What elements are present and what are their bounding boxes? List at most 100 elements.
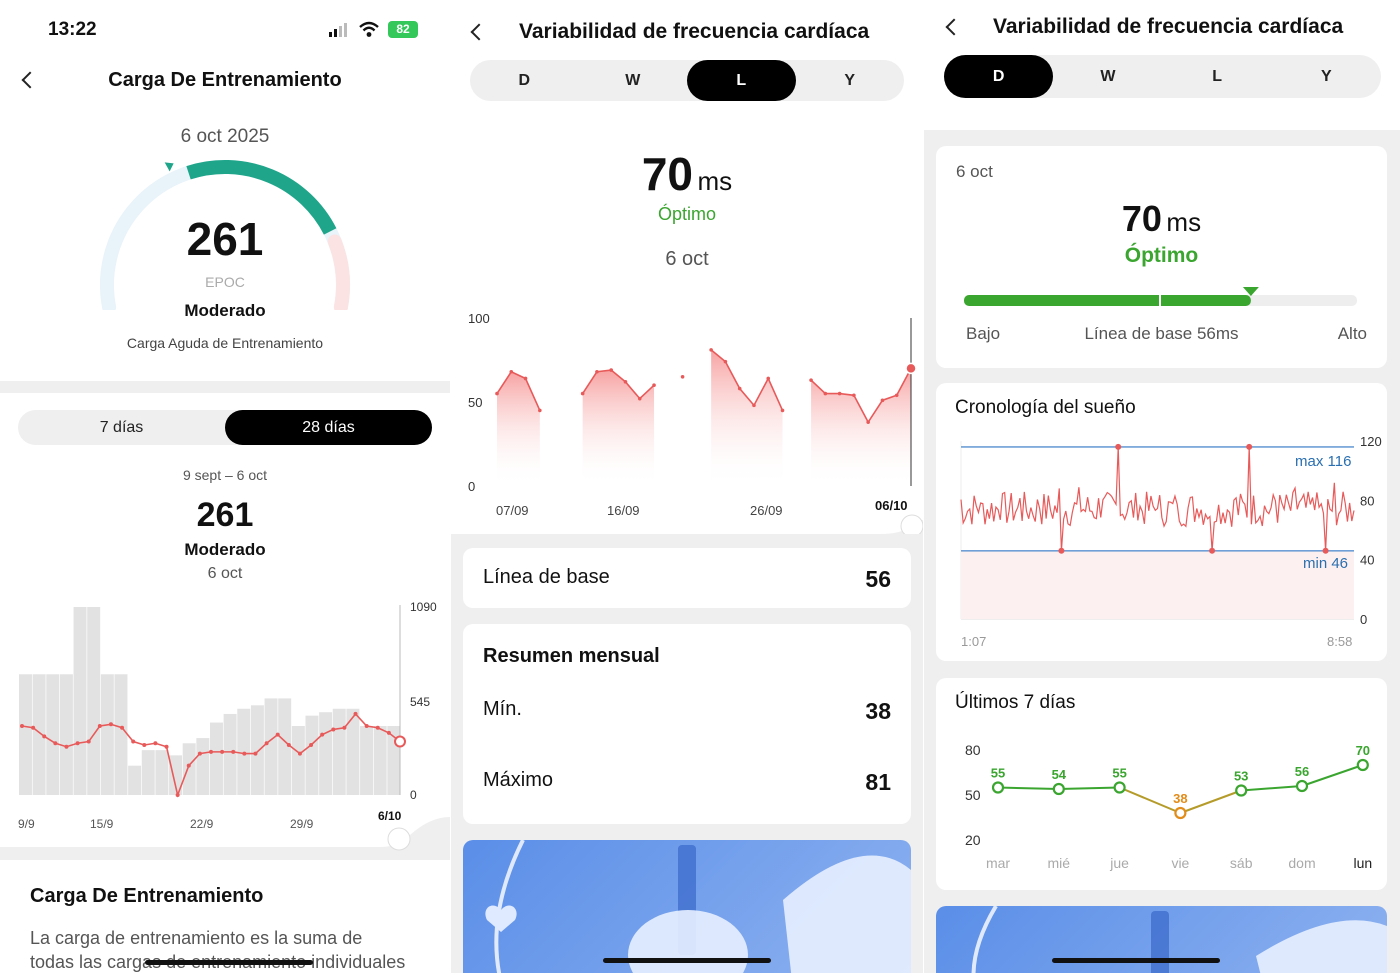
hrv-line [710, 349, 784, 411]
week-line-segment [1058, 786, 1120, 790]
week-point [1235, 784, 1248, 797]
summary-date: 6 oct [207, 565, 243, 582]
max-label: Máximo [483, 769, 554, 791]
load-point [231, 749, 236, 754]
tab-28-days[interactable]: 28 días [225, 410, 432, 445]
hrv-point [852, 393, 856, 398]
gauge-high-zone [327, 234, 350, 310]
y-tick-label: 50 [468, 395, 482, 410]
x-tick-label: lun [1353, 855, 1372, 871]
tab-month[interactable]: L [1212, 67, 1223, 85]
load-point [164, 744, 169, 749]
week-point [1052, 782, 1065, 796]
training-load-chart[interactable]: 1090 545 0 9/9 15/9 22/9 29/9 6/10 [0, 595, 450, 860]
load-bar [169, 755, 183, 795]
load-point [309, 742, 314, 747]
tab-week[interactable]: W [1100, 67, 1116, 85]
sleep-timeline-card: Cronología del sueño max 116 min 46 120 80 4… [936, 383, 1387, 661]
back-button[interactable] [470, 23, 488, 41]
info-section: Carga De Entrenamiento La carga de entre… [0, 860, 450, 973]
home-indicator[interactable] [145, 960, 313, 965]
battery-icon: 82 [388, 21, 418, 38]
tab-week[interactable]: W [625, 71, 641, 89]
period-toggle: D W L Y [944, 55, 1381, 98]
extreme-point [1322, 547, 1329, 554]
gauge-marker [164, 162, 174, 172]
sleep-hrv-chart[interactable]: max 116 min 46 120 80 40 0 1:07 8:58 [936, 429, 1387, 657]
x-tick-label: sáb [1230, 855, 1253, 871]
load-point [375, 725, 380, 730]
hrv-line [496, 370, 541, 411]
range-label: 9 sept – 6 oct [182, 467, 268, 483]
y-tick-label: 50 [965, 787, 981, 803]
hrv-value: 70 [641, 148, 694, 200]
monthly-summary-card: Resumen mensual Mín. 38 Máximo 81 [463, 624, 911, 824]
load-bar [46, 674, 60, 795]
tab-7-days[interactable]: 7 días [99, 418, 144, 436]
last-7-days-chart[interactable]: 80 50 20 55 mar 54 mié 55 jue 38 vie 53 sáb 56 dom 70 lu… [936, 728, 1387, 888]
week-line-segment [997, 786, 1059, 790]
load-point [75, 741, 80, 746]
load-point [153, 741, 158, 746]
x-tick-label: 9/9 [18, 817, 35, 831]
x-tick-label: 26/09 [750, 503, 783, 518]
y-tick-label: 80 [965, 742, 981, 758]
wifi-icon [358, 20, 380, 43]
load-bar [305, 715, 319, 795]
range-high-label: Alto [1337, 324, 1367, 343]
load-point [209, 749, 213, 754]
load-bar [155, 750, 169, 795]
tab-day[interactable]: D [518, 71, 531, 89]
load-bar [128, 765, 142, 795]
load-bar [373, 726, 387, 795]
hrv-point [680, 375, 685, 379]
hrv-month-panel: Variabilidad de frecuencia cardíaca D W … [451, 0, 923, 973]
current-point [905, 362, 917, 375]
home-indicator[interactable] [603, 958, 771, 963]
page-title: Carga De Entrenamiento [108, 69, 342, 91]
load-point [353, 711, 358, 716]
y-tick-label: 1090 [410, 600, 437, 614]
load-point [286, 742, 291, 747]
week-value-label: 55 [1112, 766, 1126, 781]
home-indicator[interactable] [1052, 958, 1220, 963]
load-bar [332, 708, 346, 795]
hrv-status: Óptimo [657, 204, 717, 224]
hrv-point [809, 378, 813, 382]
training-load-panel: 13:22 82 Carga De Entrenamiento 6 oct 20… [0, 0, 450, 973]
load-point [331, 727, 336, 732]
hrv-point [894, 393, 899, 398]
summary-level: Moderado [184, 540, 266, 559]
hrv-point [723, 359, 728, 364]
y-tick-label: 0 [468, 479, 475, 494]
week-value-label: 55 [991, 766, 1005, 781]
hrv-area [811, 368, 911, 486]
hrv-point [780, 408, 785, 413]
load-bar [278, 698, 292, 795]
tab-year[interactable]: Y [1321, 67, 1332, 85]
baseline-card: Línea de base 56 [463, 548, 911, 608]
load-bar [73, 607, 87, 795]
tab-day[interactable]: D [944, 55, 1054, 98]
x-tick-label: 8:58 [1327, 634, 1352, 649]
tab-month[interactable]: L [687, 60, 796, 101]
x-tick-label: 29/9 [290, 817, 314, 831]
hrv-point [709, 348, 713, 352]
hrv-point [866, 420, 870, 424]
hrv-point [652, 383, 656, 387]
battery-level: 82 [396, 22, 410, 36]
load-point [20, 724, 24, 729]
x-tick-label: 1:07 [961, 634, 986, 649]
promo-banner[interactable] [463, 840, 911, 973]
back-button[interactable] [945, 18, 963, 36]
current-point [394, 735, 406, 748]
hrv-month-chart[interactable]: 100 50 0 07/09 16/09 26/09 06/10 [451, 300, 923, 540]
load-point [175, 793, 180, 797]
tab-year[interactable]: Y [844, 71, 856, 89]
hrv-point [495, 391, 499, 396]
info-title: Carga De Entrenamiento [30, 885, 264, 907]
load-gauge [100, 160, 350, 310]
load-point [42, 734, 47, 739]
hrv-point [509, 369, 514, 374]
sleep-hrv-line [960, 446, 1355, 551]
